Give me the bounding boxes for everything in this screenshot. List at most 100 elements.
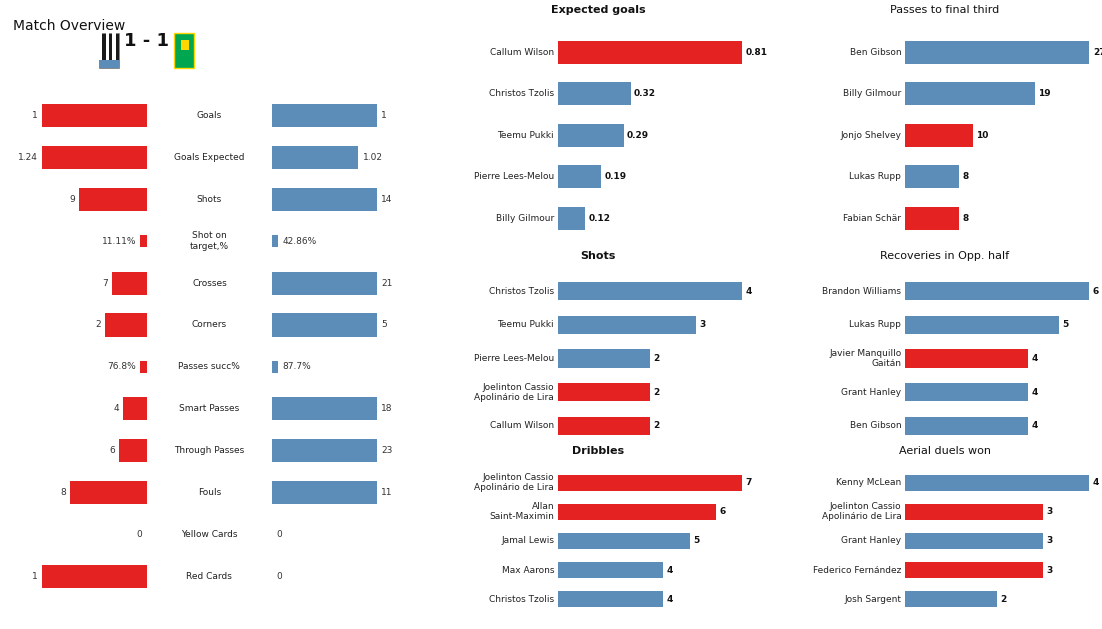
Text: 6: 6 <box>1093 287 1099 296</box>
Title: Dribbles: Dribbles <box>572 445 624 455</box>
Text: Fouls: Fouls <box>197 488 222 497</box>
Bar <box>905 165 960 188</box>
Bar <box>42 104 147 127</box>
Text: 5: 5 <box>693 537 699 545</box>
Text: Crosses: Crosses <box>192 279 227 287</box>
Text: Shot on
target,%: Shot on target,% <box>190 231 229 251</box>
Text: Grant Hanley: Grant Hanley <box>841 537 901 545</box>
Bar <box>272 187 377 211</box>
Bar <box>272 481 377 504</box>
Text: 4: 4 <box>667 565 673 575</box>
Bar <box>558 474 743 491</box>
Title: Aerial duels won: Aerial duels won <box>899 445 991 455</box>
Text: 4: 4 <box>114 404 119 413</box>
Text: 3: 3 <box>1047 507 1052 516</box>
Text: Pierre Lees-Melou: Pierre Lees-Melou <box>474 354 554 363</box>
Text: 5: 5 <box>381 321 387 330</box>
Text: Corners: Corners <box>192 321 227 330</box>
Bar <box>99 33 102 68</box>
Title: Expected goals: Expected goals <box>551 5 645 15</box>
Text: Federico Fernández: Federico Fernández <box>813 565 901 575</box>
Text: 4: 4 <box>667 595 673 604</box>
Bar <box>905 591 997 608</box>
Bar <box>905 41 1090 64</box>
Bar <box>174 33 194 68</box>
Bar <box>558 165 601 188</box>
Text: 7: 7 <box>746 478 752 487</box>
Text: 0.32: 0.32 <box>634 89 656 98</box>
Bar <box>558 562 663 578</box>
Bar <box>905 124 973 147</box>
Text: Lukas Rupp: Lukas Rupp <box>850 172 901 181</box>
Bar <box>272 360 279 373</box>
Text: 8: 8 <box>963 214 969 223</box>
Text: 2: 2 <box>95 321 100 330</box>
Bar <box>558 82 630 105</box>
Text: Through Passes: Through Passes <box>174 447 245 455</box>
Text: 87.7%: 87.7% <box>282 362 312 371</box>
Text: Red Cards: Red Cards <box>186 572 233 581</box>
Text: Josh Sargent: Josh Sargent <box>844 595 901 604</box>
Bar <box>905 349 1028 368</box>
Text: Teemu Pukki: Teemu Pukki <box>497 131 554 140</box>
Bar <box>905 562 1044 578</box>
Text: 8: 8 <box>61 488 66 497</box>
Bar <box>558 383 650 401</box>
Text: 2: 2 <box>1001 595 1006 604</box>
Text: Ben Gibson: Ben Gibson <box>850 421 901 430</box>
Bar <box>272 439 377 462</box>
Text: Shots: Shots <box>197 195 222 204</box>
Bar <box>558 504 716 520</box>
Bar <box>558 41 743 64</box>
Bar <box>905 316 1059 334</box>
Text: 8: 8 <box>963 172 969 181</box>
Text: 0.29: 0.29 <box>627 131 649 140</box>
Text: 14: 14 <box>381 195 392 204</box>
Text: 23: 23 <box>381 447 392 455</box>
Text: 4: 4 <box>1031 421 1038 430</box>
Bar <box>42 565 147 588</box>
Bar <box>558 416 650 435</box>
Text: Christos Tzolis: Christos Tzolis <box>489 287 554 296</box>
Bar <box>558 316 696 334</box>
Text: Grant Hanley: Grant Hanley <box>841 387 901 397</box>
Bar <box>905 282 1090 301</box>
Text: Joelinton Cassio
Apolinário de Lira: Joelinton Cassio Apolinário de Lira <box>474 382 554 402</box>
Bar <box>79 187 147 211</box>
Bar <box>905 82 1035 105</box>
Text: 1: 1 <box>32 572 37 581</box>
Text: 0.19: 0.19 <box>604 172 626 181</box>
Bar <box>905 533 1044 549</box>
Text: Goals Expected: Goals Expected <box>174 153 245 162</box>
Text: 9: 9 <box>69 195 75 204</box>
Bar <box>272 398 377 420</box>
Text: 4: 4 <box>1093 478 1099 487</box>
Text: Christos Tzolis: Christos Tzolis <box>489 89 554 98</box>
Text: 6: 6 <box>109 447 115 455</box>
Bar <box>71 481 147 504</box>
Text: Jamal Lewis: Jamal Lewis <box>501 537 554 545</box>
Bar <box>111 272 147 294</box>
Text: 2: 2 <box>653 421 659 430</box>
Bar <box>181 40 190 50</box>
Text: Smart Passes: Smart Passes <box>180 404 239 413</box>
Text: Passes succ%: Passes succ% <box>179 362 240 371</box>
Text: Brandon Williams: Brandon Williams <box>822 287 901 296</box>
Bar <box>272 313 377 337</box>
Bar <box>119 439 147 462</box>
Text: Joelinton Cassio
Apolinário de Lira: Joelinton Cassio Apolinário de Lira <box>821 502 901 521</box>
Bar <box>272 104 377 127</box>
Text: 2: 2 <box>653 354 659 363</box>
Text: 3: 3 <box>1047 565 1052 575</box>
Text: Javier Manquillo
Gaitán: Javier Manquillo Gaitán <box>829 349 901 368</box>
Text: Kenny McLean: Kenny McLean <box>836 478 901 487</box>
Text: Joelinton Cassio
Apolinário de Lira: Joelinton Cassio Apolinário de Lira <box>474 473 554 493</box>
Text: Callum Wilson: Callum Wilson <box>490 48 554 57</box>
Text: 4: 4 <box>746 287 752 296</box>
Bar <box>99 33 119 68</box>
Text: 0: 0 <box>137 530 142 539</box>
Text: Billy Gilmour: Billy Gilmour <box>496 214 554 223</box>
Text: 0.81: 0.81 <box>746 48 768 57</box>
Bar <box>905 474 1090 491</box>
Text: Pierre Lees-Melou: Pierre Lees-Melou <box>474 172 554 181</box>
